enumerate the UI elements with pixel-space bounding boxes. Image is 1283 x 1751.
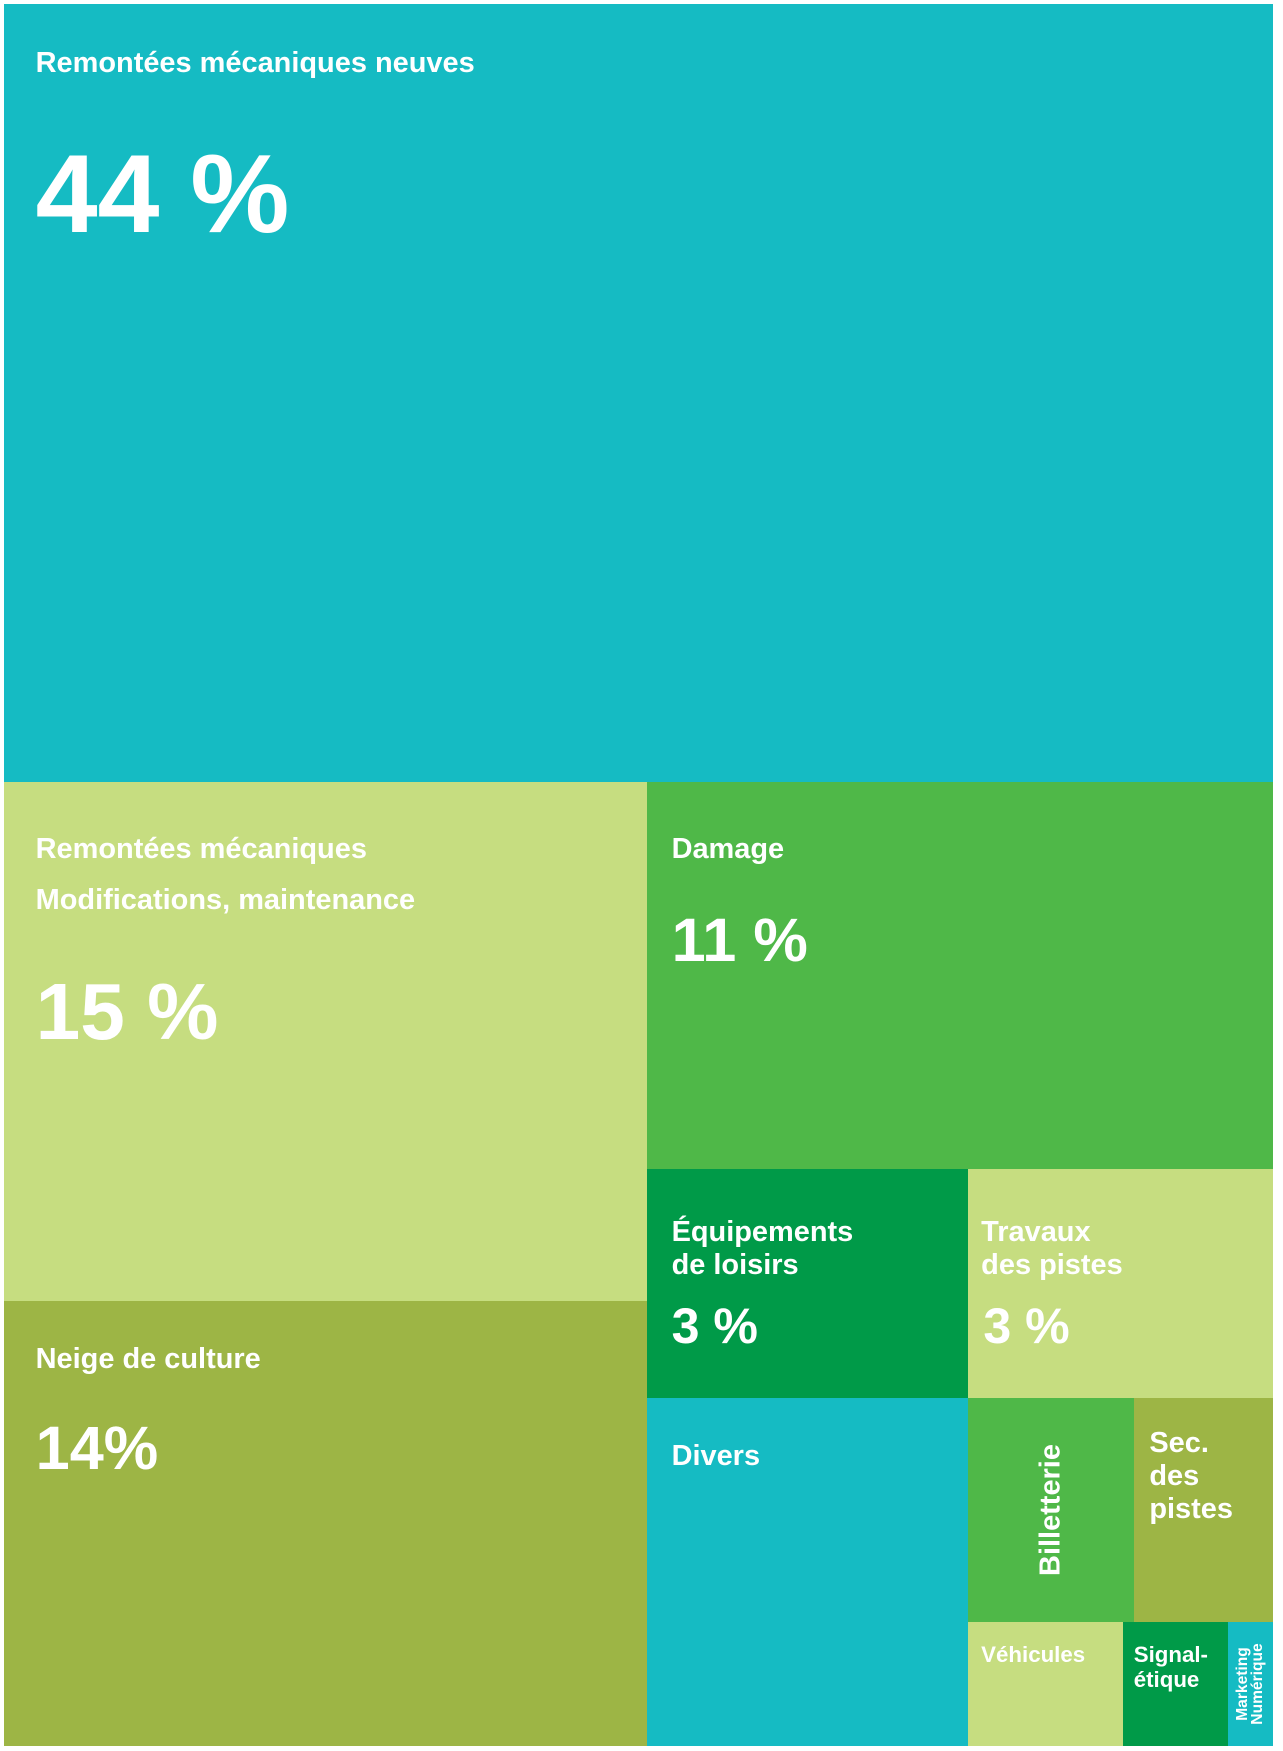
treemap-cell: Travaux des pistes 3 % [967, 1169, 1273, 1398]
cell-label: Travaux des pistes [981, 1216, 1123, 1282]
cell-value-label: 11 % [671, 905, 808, 974]
treemap-cell: Remontées mécaniques neuves 44 % [4, 4, 1273, 782]
cell-value-label: 44 % [35, 131, 290, 257]
treemap-cell: Sec. des pistes [1133, 1397, 1273, 1622]
treemap-cell: Signal- étique [1122, 1621, 1229, 1747]
cell-label: Damage [671, 833, 785, 866]
cell-value-label: 3 % [671, 1297, 758, 1354]
cell-label: Divers [671, 1440, 761, 1473]
cell-label: Remontées mécaniques neuves [35, 46, 475, 79]
treemap-cell: Équipements de loisirs 3 % [647, 1169, 968, 1398]
cell-label: Signal- étique [1133, 1641, 1208, 1693]
treemap-cell: Damage 11 % [647, 781, 1273, 1170]
cell-value-label: 15 % [35, 966, 219, 1057]
cell-label: Sec. des pistes [1149, 1426, 1233, 1526]
treemap-cell: Véhicules [967, 1621, 1123, 1747]
cell-label: Neige de culture [35, 1343, 261, 1376]
cell-label: Équipements de loisirs [671, 1216, 854, 1282]
cell-value-label: 14% [35, 1413, 159, 1482]
cell-label: Billetterie [1034, 1443, 1067, 1576]
treemap-cell: Billetterie [967, 1397, 1134, 1622]
treemap-cell: Neige de culture 14% [4, 1300, 648, 1747]
cell-label: Remontées mécaniques Modifications, main… [35, 833, 416, 916]
treemap-cell: Divers [647, 1397, 968, 1747]
treemap-cell: Remontées mécaniques Modifications, main… [4, 781, 648, 1301]
cell-label: Véhicules [981, 1641, 1086, 1667]
cell-value-label: 3 % [983, 1297, 1070, 1354]
cell-label: Marketing Numérique [1233, 1643, 1266, 1725]
treemap-cell: Marketing Numérique [1228, 1621, 1273, 1747]
